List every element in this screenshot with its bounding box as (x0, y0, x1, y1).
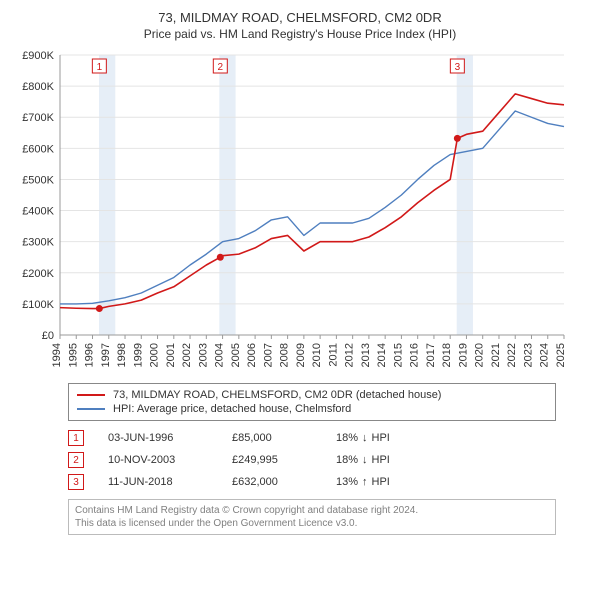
svg-text:2012: 2012 (344, 343, 356, 367)
svg-text:2025: 2025 (555, 343, 567, 367)
svg-text:1999: 1999 (132, 343, 144, 367)
svg-text:2009: 2009 (295, 343, 307, 367)
legend-item: HPI: Average price, detached house, Chel… (77, 402, 547, 416)
svg-text:2004: 2004 (214, 343, 226, 367)
svg-text:£600K: £600K (22, 143, 54, 155)
svg-text:£300K: £300K (22, 237, 54, 249)
footer-line: Contains HM Land Registry data © Crown c… (75, 504, 549, 517)
svg-text:2005: 2005 (230, 343, 242, 367)
svg-text:£700K: £700K (22, 112, 54, 124)
event-price: £632,000 (232, 476, 312, 488)
svg-text:2013: 2013 (360, 343, 372, 367)
footer-attribution: Contains HM Land Registry data © Crown c… (68, 499, 556, 535)
svg-text:£0: £0 (42, 330, 54, 342)
event-price: £85,000 (232, 432, 312, 444)
svg-text:1998: 1998 (116, 343, 128, 367)
event-date: 10-NOV-2003 (108, 454, 208, 466)
price-chart: £0 £100K £200K £300K £400K £500K £600K £700K £80… (8, 47, 592, 377)
page-subtitle: Price paid vs. HM Land Registry's House … (8, 27, 592, 41)
svg-text:2003: 2003 (197, 343, 209, 367)
chart-container: £0 £100K £200K £300K £400K £500K £600K £700K £80… (8, 47, 592, 377)
svg-text:2016: 2016 (409, 343, 421, 367)
svg-text:2000: 2000 (149, 343, 161, 367)
svg-text:2021: 2021 (490, 343, 502, 367)
event-price: £249,995 (232, 454, 312, 466)
svg-text:2024: 2024 (539, 343, 551, 367)
svg-text:1995: 1995 (67, 343, 79, 367)
svg-text:2020: 2020 (474, 343, 486, 367)
event-row: 2 10-NOV-2003 £249,995 18%↓HPI (68, 449, 556, 471)
svg-text:2: 2 (218, 62, 224, 73)
event-date: 11-JUN-2018 (108, 476, 208, 488)
footer-line: This data is licensed under the Open Gov… (75, 517, 549, 530)
svg-text:£200K: £200K (22, 268, 54, 280)
svg-text:1996: 1996 (84, 343, 96, 367)
event-hpi: 18%↓HPI (336, 432, 390, 444)
svg-text:2001: 2001 (165, 343, 177, 367)
arrow-down-icon: ↓ (362, 454, 368, 466)
arrow-down-icon: ↓ (362, 432, 368, 444)
event-row: 1 03-JUN-1996 £85,000 18%↓HPI (68, 427, 556, 449)
svg-text:2022: 2022 (506, 343, 518, 367)
event-marker: 3 (68, 474, 84, 490)
legend: 73, MILDMAY ROAD, CHELMSFORD, CM2 0DR (d… (68, 383, 556, 421)
svg-text:£400K: £400K (22, 206, 54, 218)
arrow-up-icon: ↑ (362, 476, 368, 488)
svg-text:2011: 2011 (327, 343, 339, 367)
svg-text:2023: 2023 (522, 343, 534, 367)
event-row: 3 11-JUN-2018 £632,000 13%↑HPI (68, 471, 556, 493)
svg-text:2006: 2006 (246, 343, 258, 367)
svg-text:3: 3 (455, 62, 461, 73)
event-marker: 2 (68, 452, 84, 468)
svg-text:1: 1 (97, 62, 103, 73)
svg-text:2007: 2007 (262, 343, 274, 367)
legend-swatch (77, 408, 105, 410)
svg-text:2002: 2002 (181, 343, 193, 367)
event-hpi: 13%↑HPI (336, 476, 390, 488)
svg-text:2008: 2008 (279, 343, 291, 367)
legend-item: 73, MILDMAY ROAD, CHELMSFORD, CM2 0DR (d… (77, 388, 547, 402)
svg-text:1994: 1994 (51, 343, 63, 367)
legend-swatch (77, 394, 105, 396)
svg-text:2018: 2018 (441, 343, 453, 367)
events-table: 1 03-JUN-1996 £85,000 18%↓HPI 2 10-NOV-2003 £2… (68, 427, 556, 493)
svg-text:2010: 2010 (311, 343, 323, 367)
legend-label: 73, MILDMAY ROAD, CHELMSFORD, CM2 0DR (d… (113, 389, 441, 401)
svg-text:£800K: £800K (22, 81, 54, 93)
svg-text:£900K: £900K (22, 50, 54, 62)
event-marker: 1 (68, 430, 84, 446)
svg-text:2017: 2017 (425, 343, 437, 367)
svg-text:2014: 2014 (376, 343, 388, 367)
legend-label: HPI: Average price, detached house, Chel… (113, 403, 351, 415)
page-title: 73, MILDMAY ROAD, CHELMSFORD, CM2 0DR (8, 10, 592, 25)
svg-text:£100K: £100K (22, 299, 54, 311)
svg-text:2015: 2015 (392, 343, 404, 367)
event-hpi: 18%↓HPI (336, 454, 390, 466)
svg-text:1997: 1997 (100, 343, 112, 367)
svg-text:£500K: £500K (22, 174, 54, 186)
event-date: 03-JUN-1996 (108, 432, 208, 444)
svg-text:2019: 2019 (457, 343, 469, 367)
